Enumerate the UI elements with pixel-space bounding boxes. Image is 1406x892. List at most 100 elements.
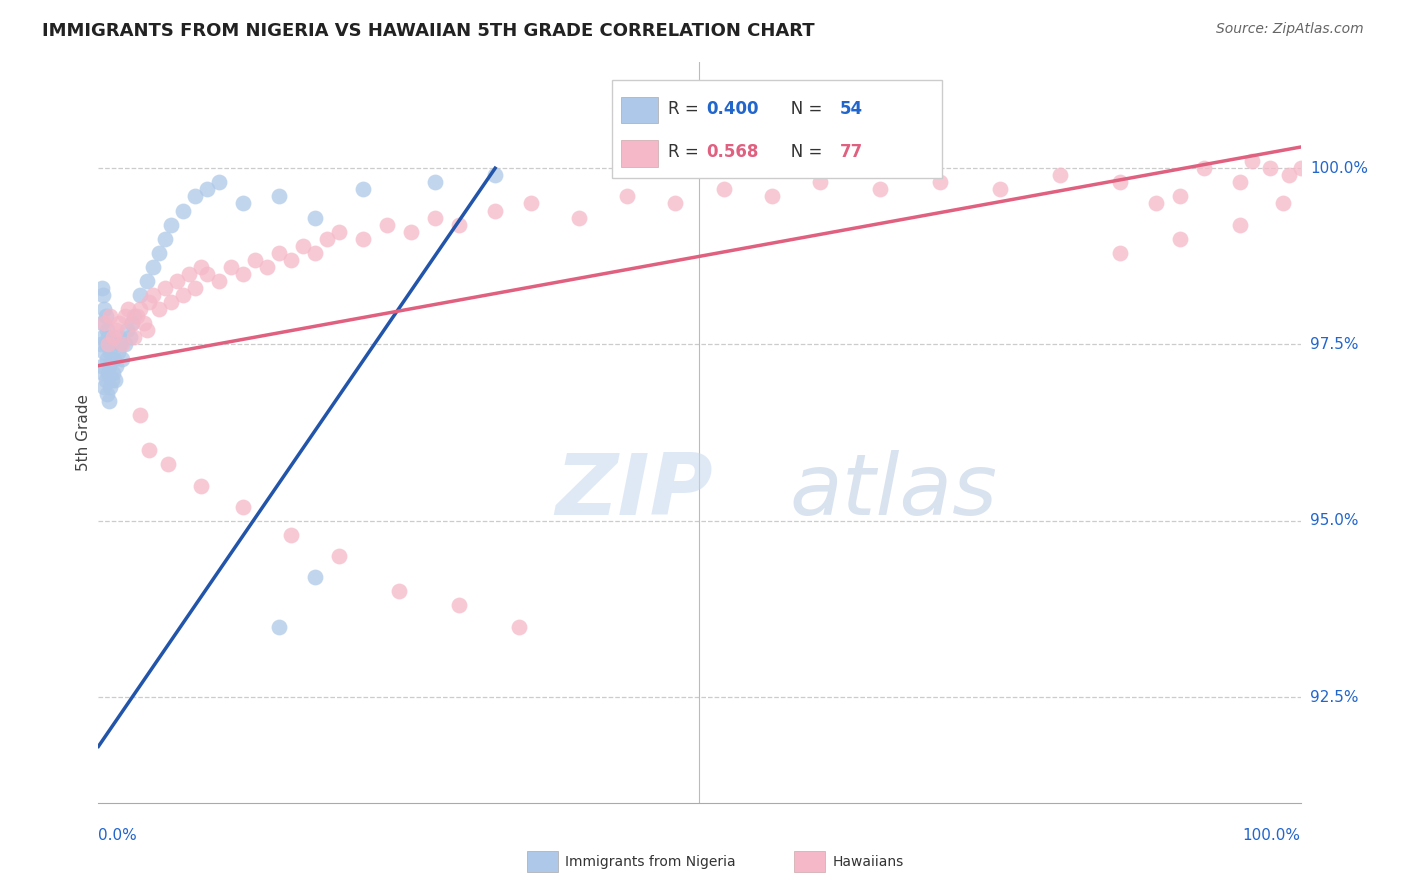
Point	[135, 274, 157, 288]
Point	[93, 344, 115, 359]
Point	[121, 316, 143, 330]
Text: 54: 54	[839, 100, 862, 118]
Point	[713, 182, 735, 196]
Point	[100, 344, 122, 359]
Text: N =: N =	[775, 100, 827, 118]
Text: Immigrants from Nigeria: Immigrants from Nigeria	[565, 855, 735, 869]
Point	[118, 330, 141, 344]
Point	[107, 344, 129, 359]
Text: 92.5%: 92.5%	[1310, 690, 1358, 705]
Point	[97, 337, 120, 351]
Point	[138, 295, 160, 310]
Point	[352, 182, 374, 196]
Point	[232, 196, 254, 211]
Point	[108, 330, 131, 344]
Text: N =: N =	[775, 143, 827, 161]
Point	[159, 295, 181, 310]
Point	[447, 218, 470, 232]
Point	[172, 203, 194, 218]
Point	[304, 245, 326, 260]
Point	[1241, 154, 1264, 169]
Point	[104, 373, 127, 387]
Point	[141, 288, 163, 302]
Point	[108, 316, 131, 330]
Text: 95.0%: 95.0%	[1310, 513, 1358, 528]
Point	[304, 570, 326, 584]
Point	[141, 260, 163, 274]
Point	[423, 175, 446, 189]
Point	[1170, 232, 1192, 246]
Point	[484, 168, 506, 182]
Text: R =: R =	[668, 143, 704, 161]
Point	[304, 211, 326, 225]
Point	[1049, 168, 1071, 182]
Point	[195, 267, 218, 281]
Point	[1229, 218, 1251, 232]
Point	[93, 380, 115, 394]
Point	[508, 619, 530, 633]
Point	[94, 373, 117, 387]
Point	[100, 310, 122, 324]
Point	[121, 316, 143, 330]
Text: 0.568: 0.568	[706, 143, 758, 161]
Point	[108, 337, 131, 351]
Point	[232, 267, 254, 281]
Point	[256, 260, 278, 274]
Point	[114, 310, 136, 324]
Point	[243, 252, 266, 267]
Point	[1144, 196, 1167, 211]
Point	[100, 373, 122, 387]
Text: IMMIGRANTS FROM NIGERIA VS HAWAIIAN 5TH GRADE CORRELATION CHART: IMMIGRANTS FROM NIGERIA VS HAWAIIAN 5TH …	[42, 22, 815, 40]
Point	[267, 189, 290, 203]
Point	[1229, 175, 1251, 189]
Point	[267, 245, 290, 260]
Point	[138, 443, 160, 458]
Point	[1260, 161, 1282, 176]
Text: 0.0%: 0.0%	[98, 829, 138, 843]
Text: R =: R =	[668, 100, 704, 118]
Point	[1271, 196, 1294, 211]
Point	[93, 316, 115, 330]
Point	[91, 330, 114, 344]
Point	[399, 225, 422, 239]
Point	[124, 330, 146, 344]
Point	[125, 310, 148, 324]
Point	[94, 337, 117, 351]
Text: Source: ZipAtlas.com: Source: ZipAtlas.com	[1216, 22, 1364, 37]
Point	[520, 196, 543, 211]
Point	[1170, 189, 1192, 203]
Point	[153, 281, 176, 295]
Point	[447, 599, 470, 613]
Y-axis label: 5th Grade: 5th Grade	[76, 394, 91, 471]
Point	[869, 182, 891, 196]
Point	[166, 274, 188, 288]
Point	[928, 175, 950, 189]
Point	[208, 175, 231, 189]
Point	[328, 549, 350, 563]
Point	[388, 584, 411, 599]
Text: Hawaiians: Hawaiians	[832, 855, 904, 869]
Point	[91, 281, 114, 295]
Point	[97, 366, 120, 380]
Point	[208, 274, 231, 288]
Point	[100, 380, 122, 394]
Point	[148, 245, 170, 260]
Point	[132, 316, 155, 330]
Point	[96, 351, 118, 366]
Text: ZIP: ZIP	[555, 450, 713, 533]
Point	[1109, 175, 1132, 189]
Point	[352, 232, 374, 246]
Point	[280, 252, 302, 267]
Text: 100.0%: 100.0%	[1243, 829, 1301, 843]
Point	[1109, 245, 1132, 260]
Point	[90, 337, 112, 351]
Text: 100.0%: 100.0%	[1310, 161, 1368, 176]
Point	[105, 323, 128, 337]
Point	[117, 323, 139, 337]
Text: atlas: atlas	[790, 450, 998, 533]
Point	[1289, 161, 1312, 176]
Point	[568, 211, 591, 225]
Point	[91, 366, 114, 380]
Point	[280, 528, 302, 542]
Point	[484, 203, 506, 218]
